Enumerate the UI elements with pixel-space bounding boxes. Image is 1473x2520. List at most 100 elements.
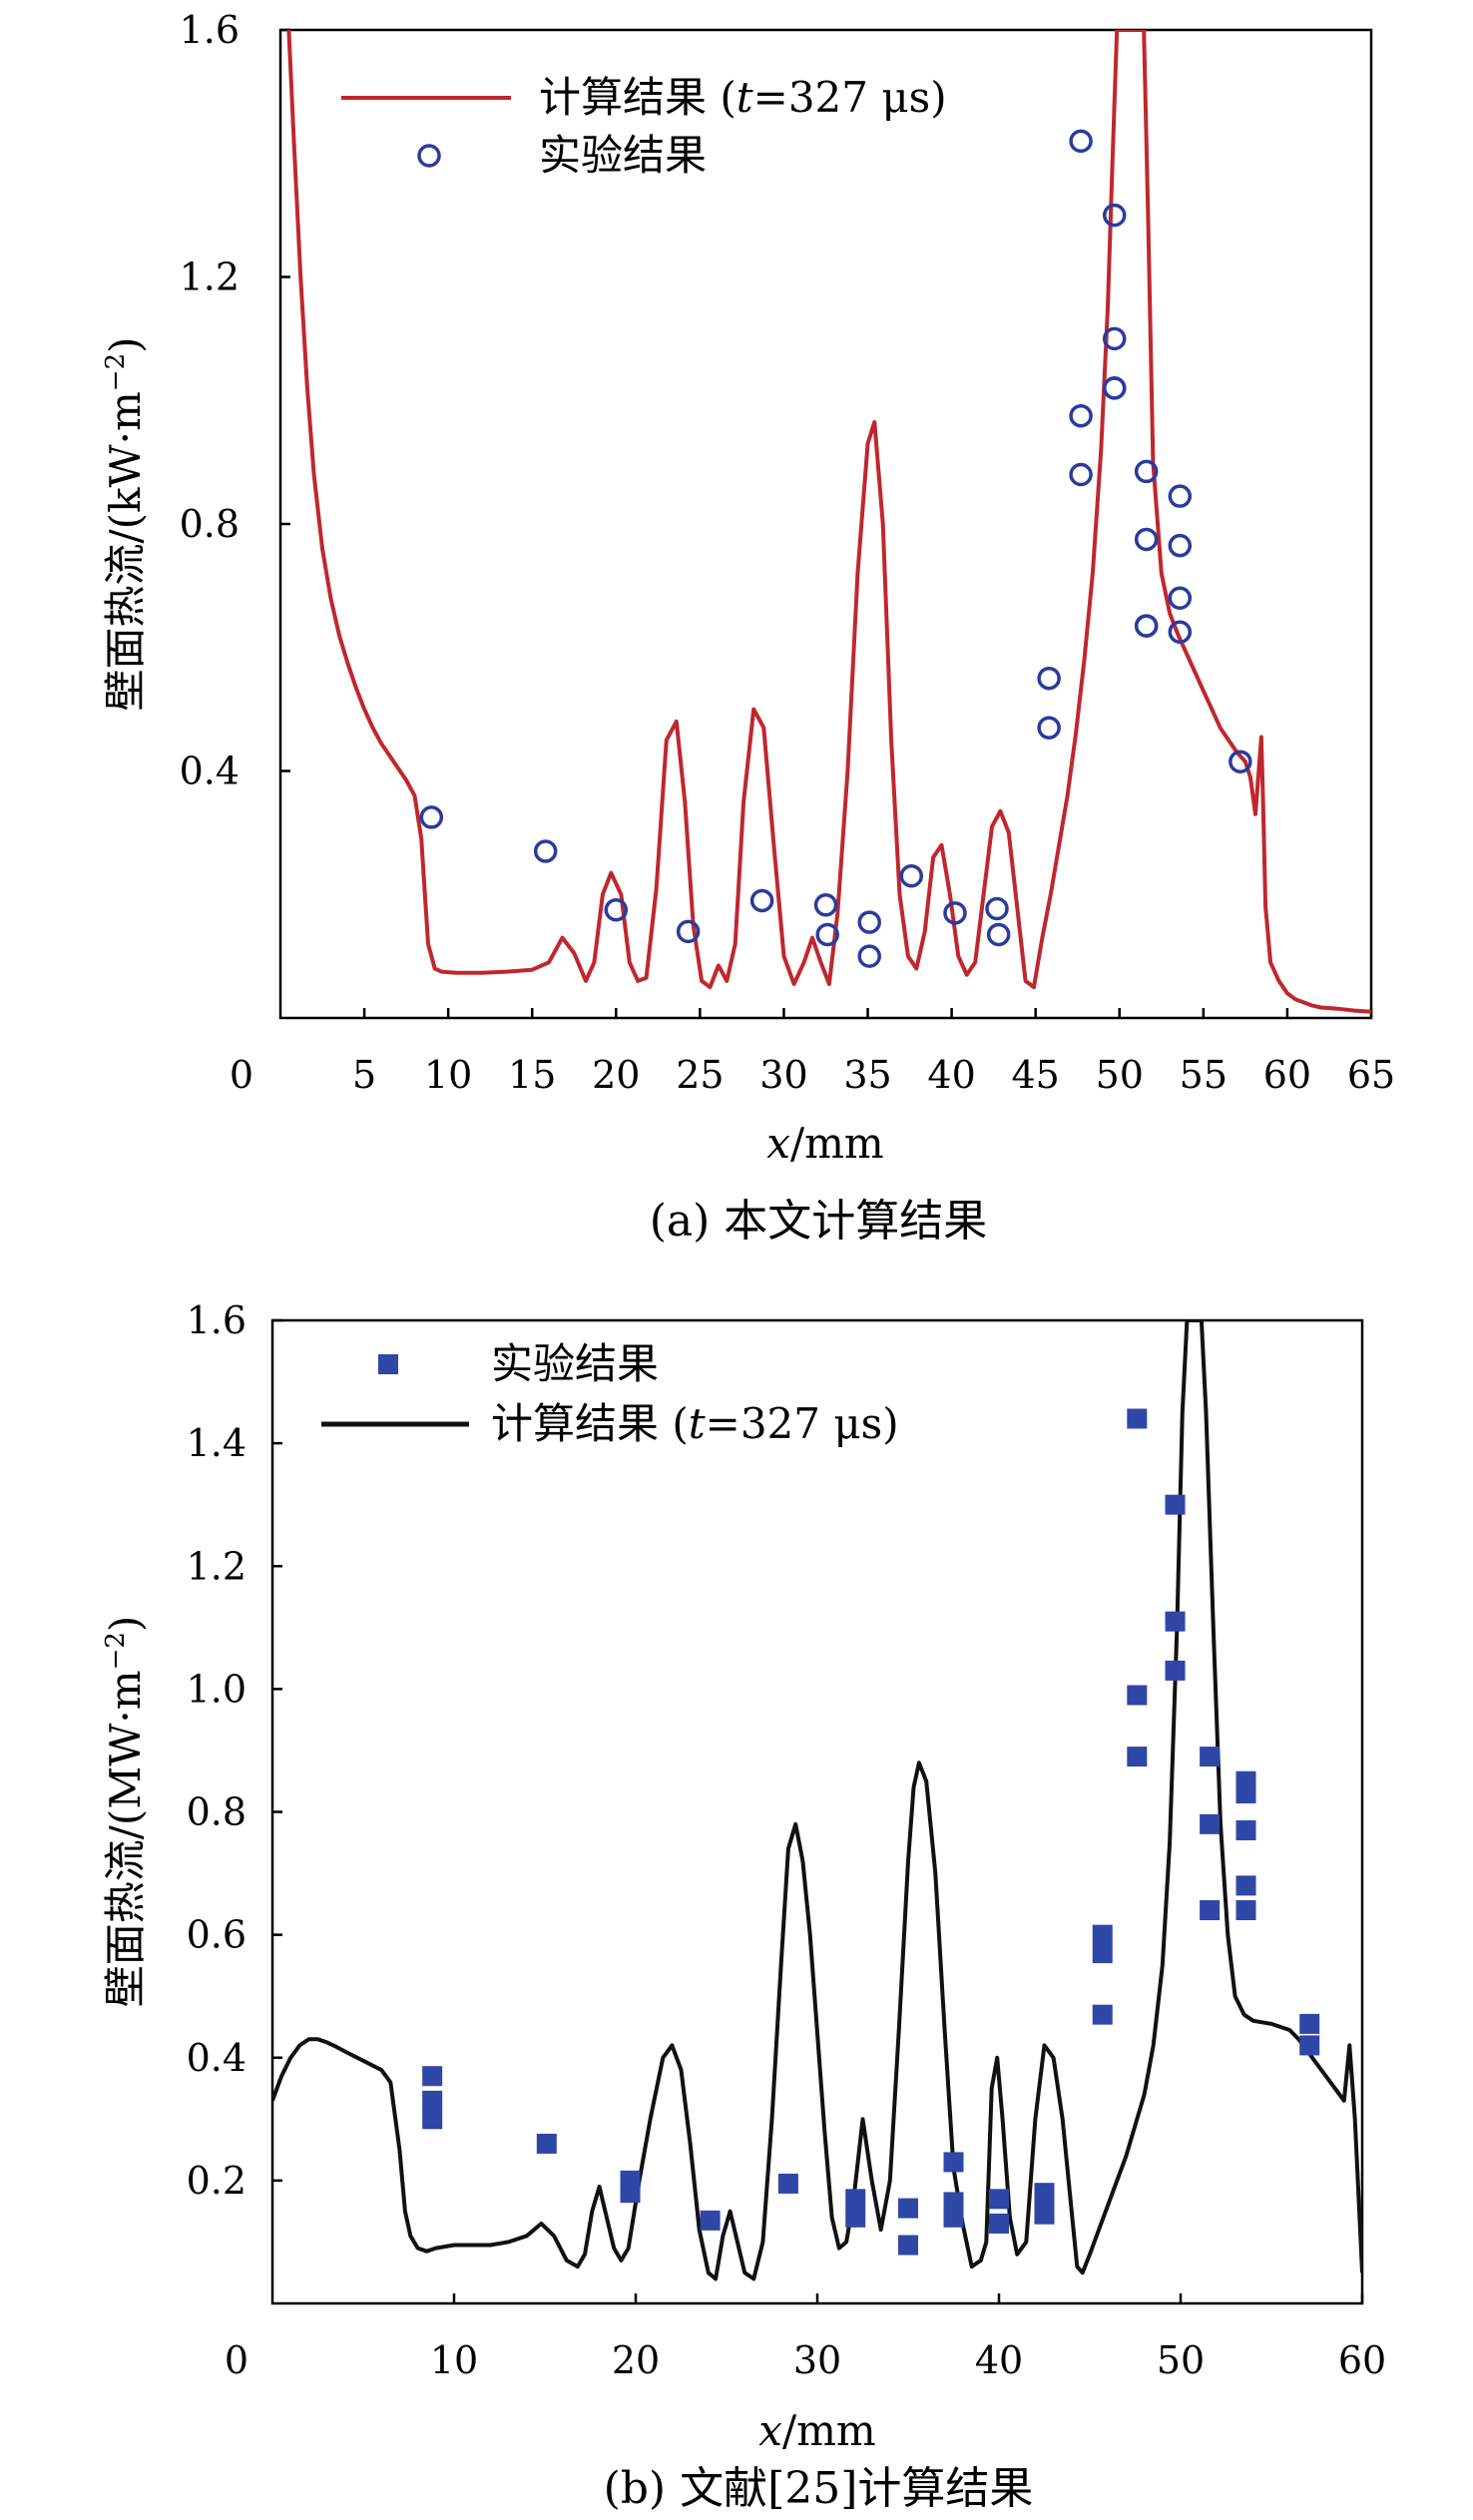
- chart-a-legend: 计算结果 (t=327 μs) 实验结果: [341, 73, 947, 180]
- chart-b-data-point: [898, 2198, 918, 2219]
- chart-b-data-point: [1200, 1900, 1221, 1920]
- chart-b-data-point: [943, 2152, 964, 2173]
- chart-b-y-tick-label: 1.4: [187, 1421, 246, 1465]
- chart-a-data-point: [1069, 462, 1093, 487]
- chart-b-data-point: [422, 2066, 443, 2087]
- chart-a-y-tick-label: 1.6: [180, 8, 240, 52]
- chart-a-data-point: [1069, 403, 1093, 428]
- chart-a-x-tick-label: 50: [1096, 1053, 1144, 1097]
- chart-a-data-point: [813, 893, 838, 917]
- chart-b-data-point: [1235, 1875, 1256, 1896]
- chart-a-x-tick-label: 55: [1180, 1053, 1228, 1097]
- chart-b-legend: 实验结果 计算结果 (t=327 μs): [321, 1339, 899, 1448]
- chart-b-data-point: [1200, 1747, 1221, 1767]
- chart-a-data-point: [899, 863, 924, 888]
- chart-b-data-point: [1235, 1900, 1256, 1920]
- chart-a-x-tick-label: 30: [759, 1053, 807, 1097]
- chart-b-y-tick-label: 0.6: [187, 1913, 246, 1957]
- chart-b-plot-frame: [270, 1318, 1364, 2305]
- chart-a-x-tick-label: 45: [1012, 1053, 1060, 1097]
- chart-b-data-point: [1092, 1924, 1113, 1945]
- chart-b-legend-marker-label: 实验结果: [491, 1339, 659, 1388]
- chart-a-y-tick-label: 1.2: [180, 255, 240, 299]
- chart-a-data-point: [943, 901, 967, 925]
- chart-a-data-point: [1134, 527, 1159, 552]
- chart-b-y-tick-label: 1.0: [187, 1667, 246, 1711]
- chart-b-y-tick-label: 0.2: [187, 2159, 246, 2203]
- chart-b-data-point: [536, 2133, 557, 2154]
- chart-b-caption: (b) 文献[25]计算结果: [604, 2463, 1034, 2514]
- chart-a-data-point: [985, 896, 1009, 921]
- chart-b-data-point: [845, 2189, 866, 2210]
- chart-a-legend-marker-swatch: [417, 144, 441, 168]
- chart-a-data-point: [986, 922, 1011, 947]
- chart-b-data-point: [1127, 1747, 1148, 1767]
- chart-b-legend-line-label: 计算结果 (t=327 μs): [491, 1399, 899, 1448]
- chart-b-x-tick-label: 50: [1157, 2338, 1205, 2382]
- chart-a-caption: (a) 本文计算结果: [650, 1196, 988, 1247]
- chart-b-x-origin-label: 0: [225, 2338, 248, 2382]
- chart-a-x-tick-label: 40: [927, 1053, 975, 1097]
- chart-a-line-series: [286, 30, 1371, 1014]
- chart-a-data-point: [1102, 376, 1127, 400]
- chart-a-y-axis-label: 壁面热流/(kW·m−2): [101, 336, 150, 711]
- chart-b-data-point: [1165, 1494, 1186, 1515]
- chart-b-data-point: [1235, 1783, 1256, 1804]
- chart-b-data-point: [943, 2192, 964, 2213]
- chart-a-data-point: [1168, 586, 1193, 610]
- chart-a-data-point: [1168, 484, 1193, 508]
- chart-b-data-point: [989, 2189, 1009, 2210]
- chart-a-data-point: [1037, 716, 1061, 740]
- chart-b-data-point: [845, 2207, 866, 2228]
- chart-a-x-tick-label: 15: [508, 1053, 556, 1097]
- chart-a-x-tick-label: 65: [1347, 1053, 1395, 1097]
- chart-a-y-tick-label: 0.4: [180, 750, 240, 793]
- chart-a-data-point: [604, 897, 629, 922]
- chart-a-data-point: [815, 922, 839, 947]
- chart-b-data-point: [1235, 1819, 1256, 1840]
- chart-a-data-point: [857, 944, 881, 968]
- chart-b-x-axis-label: x/mm: [758, 2406, 876, 2455]
- chart-b-x-tick-label: 10: [430, 2338, 478, 2382]
- chart-b-data-point: [1127, 1685, 1148, 1706]
- chart-a-x-axis: 5 10 15 20 25 30 35 40 45 50 55 60 65: [352, 1008, 1395, 1097]
- chart-a-x-axis-label: x/mm: [766, 1119, 884, 1168]
- chart-a-data-point: [1069, 129, 1093, 154]
- chart-a-data-point: [1168, 620, 1193, 645]
- chart-a-data-point: [1102, 203, 1127, 228]
- chart-b-data-point: [1299, 2035, 1320, 2056]
- chart-b-data-point: [898, 2235, 918, 2256]
- chart-b-y-tick-label: 0.4: [187, 2036, 246, 2080]
- chart-b-data-point: [943, 2207, 964, 2228]
- chart-b-marker-series: [422, 1408, 1320, 2256]
- chart-a-x-tick-label: 60: [1263, 1053, 1311, 1097]
- chart-b-data-point: [1165, 1660, 1186, 1681]
- chart-a-marker-series: [419, 129, 1252, 968]
- chart-b-data-point: [700, 2210, 721, 2231]
- chart-b-x-tick-label: 40: [975, 2338, 1023, 2382]
- chart-a-data-point: [1134, 459, 1159, 484]
- chart-a-data-point: [749, 888, 774, 913]
- chart-a-x-tick-label: 5: [352, 1053, 376, 1097]
- chart-b-x-axis: 10 20 30 40 50 60: [430, 2293, 1386, 2382]
- chart-b-y-axis: 0.2 0.4 0.6 0.8 1.0 1.2 1.4 1.6: [187, 1298, 282, 2203]
- chart-a-x-tick-label: 25: [676, 1053, 724, 1097]
- chart-a-data-point: [1168, 533, 1193, 558]
- chart-b-data-point: [422, 2109, 443, 2130]
- chart-b-legend-marker-swatch: [378, 1354, 398, 1374]
- chart-b-data-point: [777, 2173, 798, 2194]
- chart-b-data-point: [1092, 2004, 1113, 2025]
- chart-a-data-point: [1037, 666, 1061, 691]
- chart-b-data-point: [989, 2213, 1009, 2234]
- chart-a: 0.4 0.8 1.2 1.6 5 10 15 20 25 30 35 40 45 50 55 60 65 0…: [101, 8, 1395, 1247]
- chart-b-data-point: [1092, 1943, 1113, 1964]
- chart-a-legend-line-label: 计算结果 (t=327 μs): [539, 73, 947, 122]
- chart-b-data-point: [1299, 2013, 1320, 2034]
- chart-a-data-point: [1102, 326, 1127, 351]
- chart-a-data-point: [419, 805, 444, 829]
- chart-b-data-point: [1034, 2204, 1055, 2225]
- chart-a-x-tick-label: 20: [592, 1053, 640, 1097]
- chart-a-data-point: [676, 919, 701, 944]
- chart-b-x-tick-label: 20: [612, 2338, 660, 2382]
